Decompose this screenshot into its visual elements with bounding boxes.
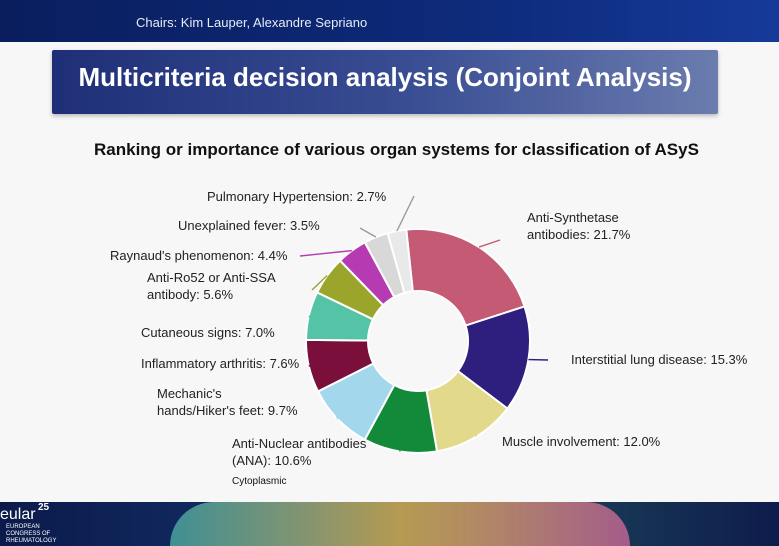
cytoplasmic-note: Cytoplasmic <box>232 476 286 487</box>
leader-line <box>329 397 339 420</box>
slice-label: Pulmonary Hypertension: 2.7% <box>207 189 387 204</box>
slice-label: Interstitial lung disease: 15.3% <box>571 352 748 367</box>
eular-logo: eular 25 EUROPEAN CONGRESS OF RHEUMATOLO… <box>0 502 60 546</box>
slice-label: Cutaneous signs: 7.0% <box>141 325 275 340</box>
slice-label: Muscle involvement: 12.0% <box>502 434 661 449</box>
leader-line <box>311 274 328 291</box>
leader-line <box>359 227 377 238</box>
slice-label: Mechanic's <box>157 386 222 401</box>
leader-line <box>308 364 311 367</box>
slice-label: Inflammatory arthritis: 7.6% <box>141 356 300 371</box>
slice-label: Anti-Ro52 or Anti-SSA <box>147 270 276 285</box>
slice-label: Anti-Nuclear antibodies <box>232 436 367 451</box>
chart-labels: Anti-Synthetase antibodies: 21.7% Intersti… <box>110 189 748 468</box>
logo-number: 25 <box>38 502 50 513</box>
logo-sub-line: RHEUMATOLOGY <box>6 538 57 544</box>
leader-line <box>299 249 352 257</box>
chart-title: Ranking or importance of various organ s… <box>94 140 699 159</box>
slice-label: antibodies: 21.7% <box>527 227 631 242</box>
chart-slices <box>304 228 531 454</box>
slide-title: Multicriteria decision analysis (Conjoin… <box>78 62 692 92</box>
logo-word: eular <box>0 506 36 523</box>
donut-slice <box>405 228 526 327</box>
slice-label: Unexplained fever: 3.5% <box>178 218 320 233</box>
slice-label: Anti-Synthetase <box>527 210 619 225</box>
logo-subtitle: EUROPEAN CONGRESS OF RHEUMATOLOGY <box>6 524 56 545</box>
slice-label: Raynaud's phenomenon: 4.4% <box>110 248 288 263</box>
chairs-text: Chairs: Kim Lauper, Alexandre Sepriano <box>136 15 368 30</box>
leader-line <box>478 239 501 248</box>
logo-sub-line: EUROPEAN <box>6 524 40 530</box>
footer-decoration <box>170 502 630 546</box>
slice-label: (ANA): 10.6% <box>232 453 312 468</box>
title-banner <box>52 50 718 114</box>
slice-label: hands/Hiker's feet: 9.7% <box>157 403 298 418</box>
leader-line <box>308 315 316 331</box>
logo-sub-line: CONGRESS OF <box>6 531 51 537</box>
slice-label: antibody: 5.6% <box>147 287 233 302</box>
leader-line <box>396 195 415 232</box>
chart-leader-lines <box>299 195 549 452</box>
footer-bar <box>0 502 779 546</box>
top-bar: Chairs: Kim Lauper, Alexandre Sepriano <box>0 0 779 46</box>
donut-slice <box>386 228 414 295</box>
